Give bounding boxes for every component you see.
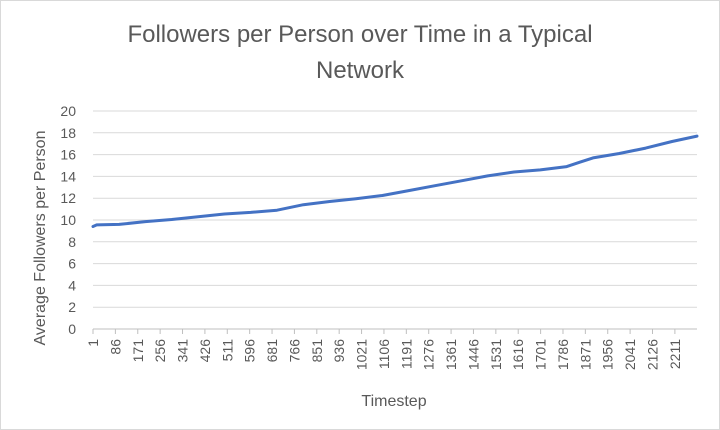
series-point (565, 165, 568, 168)
series-line-0 (91, 134, 699, 228)
series-point (460, 179, 463, 182)
series-point (118, 223, 120, 226)
series-point (486, 175, 489, 177)
series-point (355, 197, 357, 200)
x-tick-label: 256 (152, 339, 168, 363)
x-tick-label: 1616 (510, 339, 526, 370)
series-point (539, 169, 542, 171)
x-tick-label: 1786 (555, 339, 571, 370)
series-point (276, 209, 278, 211)
y-tick-label: 14 (60, 168, 76, 184)
y-tick-label: 18 (60, 125, 76, 141)
x-tick-label: 1191 (398, 339, 414, 369)
x-tick-label: 1701 (533, 339, 549, 370)
chart-title-line-2: Network (316, 57, 405, 84)
x-axis-title: Timestep (361, 393, 426, 410)
series-point (249, 211, 252, 214)
series-point (95, 224, 98, 226)
y-tick-label: 4 (68, 277, 76, 293)
axes (92, 328, 697, 334)
x-tick-label: 511 (219, 339, 235, 362)
series-point (170, 218, 173, 221)
gridlines (93, 110, 697, 308)
x-tick-label: 1446 (465, 339, 481, 370)
y-tick-label: 12 (60, 190, 76, 206)
x-tick-label: 936 (331, 339, 347, 363)
x-tick-label: 1871 (577, 339, 593, 370)
series-point (696, 135, 698, 137)
x-tick-label: 1 (85, 339, 101, 347)
x-tick-label: 851 (309, 339, 325, 363)
series-point (407, 189, 410, 192)
y-axis-title: Average Followers per Person (32, 131, 49, 346)
x-tick-label: 1021 (354, 339, 370, 370)
y-tick-label: 8 (68, 234, 76, 250)
x-tick-label: 426 (197, 339, 213, 363)
series-layer (91, 134, 699, 228)
x-tick-label: 1361 (443, 339, 459, 370)
y-tick-label: 0 (68, 321, 76, 337)
series-point (592, 157, 594, 159)
series-point (513, 171, 515, 173)
x-tick-label: 681 (264, 339, 280, 363)
y-tick-label: 10 (60, 212, 76, 228)
x-tick-label: 596 (242, 339, 258, 363)
x-tick-label: 766 (286, 339, 302, 363)
series-point (92, 225, 94, 228)
x-tick-label: 2211 (667, 339, 683, 369)
x-tick-label: 2041 (622, 339, 638, 370)
x-tick-label: 1531 (488, 339, 504, 370)
x-tick-labels: 1 86 171 256 341 426 511 596 681 766 851 936 1021 110… (85, 339, 683, 370)
series-point (671, 140, 673, 143)
x-tick-label: 1276 (421, 339, 437, 370)
series-point (197, 215, 199, 218)
series-point (618, 152, 621, 155)
series-point (579, 161, 581, 164)
series-point (302, 203, 305, 206)
y-tick-label: 6 (68, 256, 76, 272)
y-tick-label: 20 (60, 103, 76, 119)
series-point (434, 184, 436, 187)
x-tick-label: 1956 (600, 339, 616, 370)
series-point (644, 147, 647, 149)
x-tick-label: 2126 (645, 339, 661, 370)
y-tick-label: 2 (68, 299, 76, 315)
series-point (328, 200, 331, 203)
x-tick-label: 171 (130, 339, 146, 363)
series-point (144, 220, 147, 223)
chart-title-line-1: Followers per Person over Time in a Typi… (127, 21, 592, 48)
x-tick-label: 86 (107, 339, 123, 355)
x-tick-label: 341 (175, 339, 191, 363)
y-tick-label: 16 (60, 147, 76, 163)
x-tick-label: 1106 (376, 339, 392, 369)
series-point (381, 194, 384, 197)
series-point (223, 213, 226, 215)
y-tick-labels: 0 2 4 6 8 10 12 14 16 18 20 (60, 103, 76, 337)
